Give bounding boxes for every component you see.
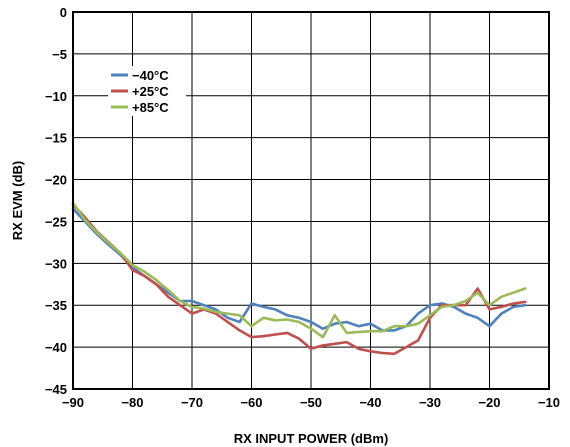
series-line-2 bbox=[71, 201, 527, 339]
legend-label: +85°C bbox=[132, 100, 169, 115]
x-tick-labels: −90 −80 −70 −60 −50 −40 −30 −20 −10 bbox=[62, 395, 560, 410]
plot-frame bbox=[72, 11, 550, 390]
legend: −40°C+25°C+85°C bbox=[108, 66, 186, 116]
legend-label: +25°C bbox=[132, 84, 169, 99]
x-tick-label: −30 bbox=[419, 395, 441, 410]
y-tick-label: −40 bbox=[45, 340, 67, 355]
legend-label: −40°C bbox=[132, 68, 169, 83]
y-tick-label: −30 bbox=[45, 256, 67, 271]
series-lines bbox=[71, 201, 527, 356]
y-axis-label: RX EVM (dB) bbox=[10, 161, 25, 240]
y-tick-label: −35 bbox=[45, 298, 67, 313]
x-tick-label: −80 bbox=[121, 395, 143, 410]
y-tick-labels: 0 −5 −10 −15 −20 −25 −30 −35 −40 −45 bbox=[45, 5, 67, 397]
x-tick-label: −70 bbox=[181, 395, 203, 410]
y-tick-label: −5 bbox=[52, 47, 67, 62]
x-axis-label: RX INPUT POWER (dBm) bbox=[234, 431, 389, 446]
y-tick-label: −45 bbox=[45, 382, 67, 397]
x-tick-label: −10 bbox=[538, 395, 560, 410]
y-tick-label: −25 bbox=[45, 214, 67, 229]
y-tick-label: −20 bbox=[45, 173, 67, 188]
y-tick-label: 0 bbox=[60, 5, 67, 20]
x-tick-label: −50 bbox=[300, 395, 322, 410]
y-tick-label: −10 bbox=[45, 89, 67, 104]
x-tick-label: −60 bbox=[240, 395, 262, 410]
x-tick-label: −40 bbox=[359, 395, 381, 410]
x-tick-label: −90 bbox=[62, 395, 84, 410]
y-tick-label: −15 bbox=[45, 131, 67, 146]
x-tick-label: −20 bbox=[478, 395, 500, 410]
series-line-1 bbox=[71, 203, 527, 356]
